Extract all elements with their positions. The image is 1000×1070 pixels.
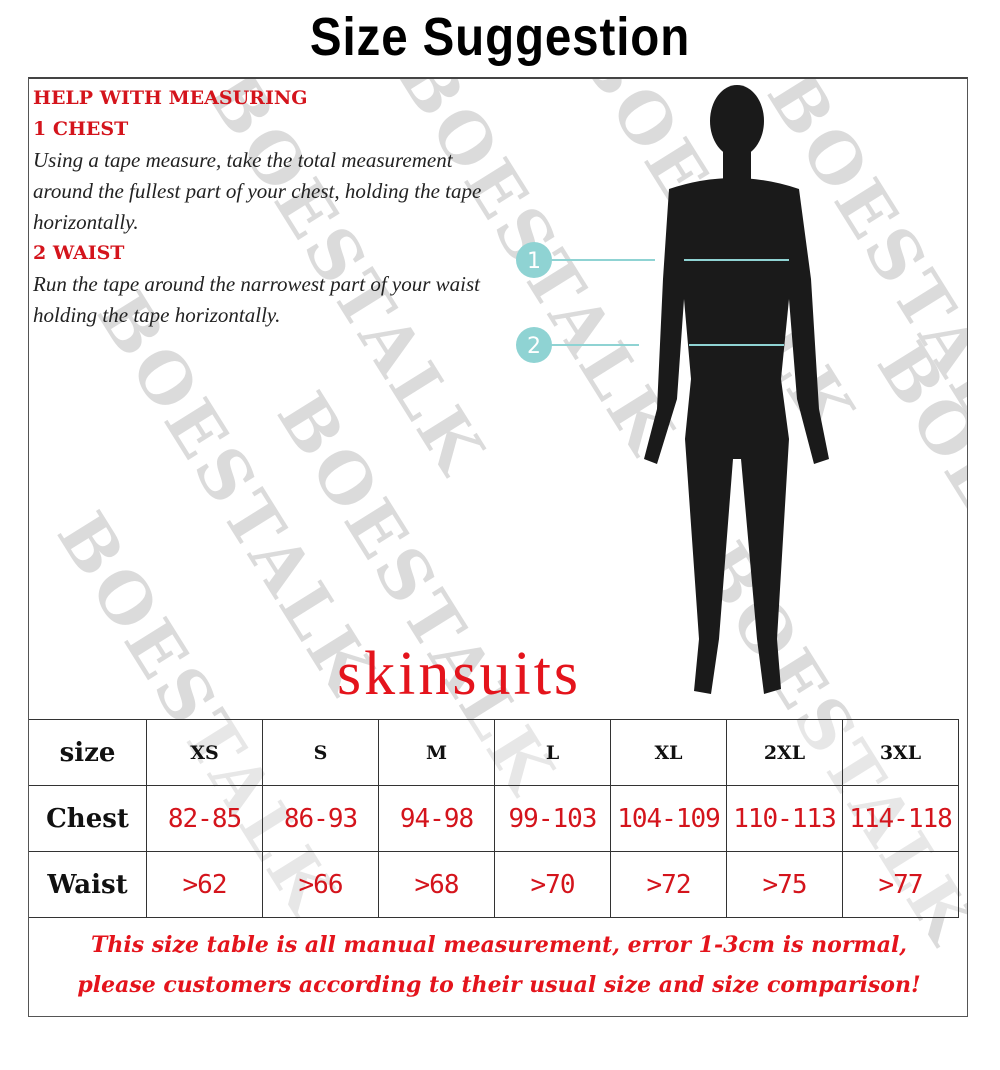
size-header: S (262, 719, 379, 786)
size-chart: BOESTALK BOESTALK BOESTALK BOESTALK BOES… (28, 77, 968, 1017)
table-cell: >75 (726, 851, 843, 918)
chest-marker: 1 (516, 242, 789, 278)
page-title: Size Suggestion (309, 7, 691, 67)
row-label: Chest (29, 785, 147, 852)
table-cell: >62 (146, 851, 263, 918)
table-row-waist: Waist >62 >66 >68 >70 >72 >75 >77 (29, 851, 959, 918)
table-cell: 104-109 (610, 785, 727, 852)
table-cell: 114-118 (842, 785, 959, 852)
table-cell: 99-103 (494, 785, 611, 852)
body-silhouette-figure: 1 2 (516, 85, 829, 694)
body-silhouette (644, 85, 829, 694)
size-header: XL (610, 719, 727, 786)
table-cell: >66 (262, 851, 379, 918)
chest-instructions: Using a tape measure, take the total mea… (33, 148, 482, 234)
waist-instructions: Run the tape around the narrowest part o… (33, 272, 481, 327)
size-header: L (494, 719, 611, 786)
table-header-row: size XS S M L XL 2XL 3XL (29, 719, 959, 786)
table-cell: >72 (610, 851, 727, 918)
help-heading: HELP WITH MEASURING (33, 87, 308, 109)
marker-1: 1 (527, 249, 541, 274)
measuring-help: HELP WITH MEASURING 1 CHEST Using a tape… (33, 83, 493, 331)
waist-marker: 2 (516, 327, 784, 363)
header-label: size (29, 719, 147, 786)
size-header: M (378, 719, 495, 786)
table-cell: >70 (494, 851, 611, 918)
note-line-1: This size table is all manual measuremen… (91, 932, 907, 958)
table-cell: 82-85 (146, 785, 263, 852)
note-line-2: please customers according to their usua… (77, 972, 921, 998)
table-cell: 86-93 (262, 785, 379, 852)
size-header: XS (146, 719, 263, 786)
size-table: size XS S M L XL 2XL 3XL Chest 82-85 86-… (29, 719, 959, 918)
waist-heading: 2 WAIST (33, 242, 125, 264)
measurement-note: This size table is all manual measuremen… (29, 925, 967, 1005)
table-cell: >68 (378, 851, 495, 918)
table-cell: 110-113 (726, 785, 843, 852)
product-name: skinsuits (337, 640, 582, 708)
row-label: Waist (29, 851, 147, 918)
table-row-chest: Chest 82-85 86-93 94-98 99-103 104-109 1… (29, 785, 959, 852)
table-cell: 94-98 (378, 785, 495, 852)
size-header: 2XL (726, 719, 843, 786)
marker-2: 2 (527, 334, 541, 359)
table-cell: >77 (842, 851, 959, 918)
size-header: 3XL (842, 719, 959, 786)
chest-heading: 1 CHEST (33, 118, 129, 140)
